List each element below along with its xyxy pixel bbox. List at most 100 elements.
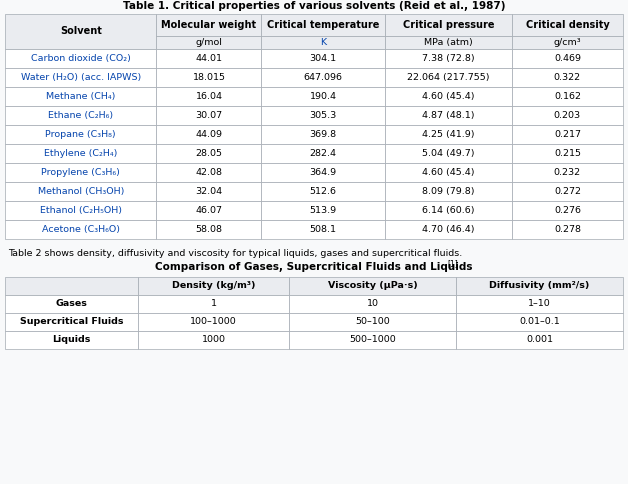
Bar [512, 68, 623, 87]
Text: Carbon dioxide (CO₂): Carbon dioxide (CO₂) [31, 54, 131, 63]
Bar [5, 277, 138, 295]
Text: 0.322: 0.322 [554, 73, 581, 82]
Bar [261, 163, 385, 182]
Bar [290, 277, 456, 295]
Text: 369.8: 369.8 [310, 130, 337, 139]
Bar [5, 220, 156, 239]
Bar [5, 125, 156, 144]
Bar [138, 277, 290, 295]
Bar [261, 220, 385, 239]
Text: Diffusivity (mm²/s): Diffusivity (mm²/s) [489, 282, 590, 290]
Text: 304.1: 304.1 [310, 54, 337, 63]
Text: 0.469: 0.469 [554, 54, 581, 63]
Bar [261, 14, 385, 36]
Bar [512, 36, 623, 49]
Bar [512, 125, 623, 144]
Text: 0.276: 0.276 [554, 206, 581, 215]
Text: Gases: Gases [55, 300, 87, 308]
Bar [385, 49, 512, 68]
Bar [385, 220, 512, 239]
Text: Critical pressure: Critical pressure [403, 20, 494, 30]
Bar [385, 125, 512, 144]
Bar [456, 331, 623, 349]
Bar [156, 49, 261, 68]
Text: 4.70 (46.4): 4.70 (46.4) [422, 225, 475, 234]
Text: Viscosity (μPa·s): Viscosity (μPa·s) [328, 282, 418, 290]
Text: 513.9: 513.9 [310, 206, 337, 215]
Text: g/cm³: g/cm³ [553, 38, 581, 47]
Text: 42.08: 42.08 [195, 168, 222, 177]
Text: 44.09: 44.09 [195, 130, 222, 139]
Text: Ethane (C₂H₆): Ethane (C₂H₆) [48, 111, 113, 120]
Bar [261, 144, 385, 163]
Bar [385, 36, 512, 49]
Text: 0.162: 0.162 [554, 92, 581, 101]
Bar [5, 87, 156, 106]
Bar [512, 220, 623, 239]
Bar [156, 68, 261, 87]
Text: 4.60 (45.4): 4.60 (45.4) [422, 92, 475, 101]
Text: Methane (CH₄): Methane (CH₄) [46, 92, 116, 101]
Bar [261, 68, 385, 87]
Bar [512, 14, 623, 36]
Text: Molecular weight: Molecular weight [161, 20, 256, 30]
Text: Water (H₂O) (acc. IAPWS): Water (H₂O) (acc. IAPWS) [21, 73, 141, 82]
Bar [5, 182, 156, 201]
Bar [385, 163, 512, 182]
Bar [290, 331, 456, 349]
Text: 282.4: 282.4 [310, 149, 337, 158]
Text: g/mol: g/mol [195, 38, 222, 47]
Bar [385, 14, 512, 36]
Bar [138, 331, 290, 349]
Bar [385, 106, 512, 125]
Bar [261, 201, 385, 220]
Bar [385, 144, 512, 163]
Text: 8.09 (79.8): 8.09 (79.8) [422, 187, 475, 196]
Bar [156, 163, 261, 182]
Bar [5, 144, 156, 163]
Text: 22.064 (217.755): 22.064 (217.755) [407, 73, 490, 82]
Bar [456, 313, 623, 331]
Text: Density (kg/m³): Density (kg/m³) [172, 282, 256, 290]
Text: 16.04: 16.04 [195, 92, 222, 101]
Bar [385, 201, 512, 220]
Text: MPa (atm): MPa (atm) [424, 38, 473, 47]
Text: 512.6: 512.6 [310, 187, 337, 196]
Text: Comparison of Gases, Supercritical Fluids and Liquids: Comparison of Gases, Supercritical Fluid… [155, 262, 473, 272]
Text: 4.60 (45.4): 4.60 (45.4) [422, 168, 475, 177]
Text: 364.9: 364.9 [310, 168, 337, 177]
Bar [156, 36, 261, 49]
Text: Table 2 shows density, diffusivity and viscosity for typical liquids, gases and : Table 2 shows density, diffusivity and v… [8, 248, 462, 257]
Text: 50–100: 50–100 [355, 318, 390, 327]
Text: Solvent: Solvent [60, 27, 102, 36]
Bar [156, 87, 261, 106]
Text: 1000: 1000 [202, 335, 225, 345]
Text: Propylene (C₃H₆): Propylene (C₃H₆) [41, 168, 120, 177]
Bar [5, 201, 156, 220]
Text: 5.04 (49.7): 5.04 (49.7) [422, 149, 475, 158]
Bar [385, 87, 512, 106]
Text: 0.217: 0.217 [554, 130, 581, 139]
Bar [261, 87, 385, 106]
Text: 10: 10 [367, 300, 379, 308]
Bar [5, 313, 138, 331]
Text: 18.015: 18.015 [192, 73, 225, 82]
Text: Liquids: Liquids [52, 335, 90, 345]
Bar [5, 163, 156, 182]
Bar [156, 220, 261, 239]
Bar [512, 163, 623, 182]
Bar [261, 36, 385, 49]
Bar [261, 182, 385, 201]
Bar [290, 295, 456, 313]
Text: K: K [320, 38, 327, 47]
Text: 1–10: 1–10 [528, 300, 551, 308]
Bar [156, 14, 261, 36]
Text: 1: 1 [210, 300, 217, 308]
Text: Ethanol (C₂H₅OH): Ethanol (C₂H₅OH) [40, 206, 122, 215]
Bar [512, 182, 623, 201]
Bar [512, 87, 623, 106]
Bar [456, 277, 623, 295]
Bar [5, 68, 156, 87]
Text: 28.05: 28.05 [195, 149, 222, 158]
Bar [261, 125, 385, 144]
